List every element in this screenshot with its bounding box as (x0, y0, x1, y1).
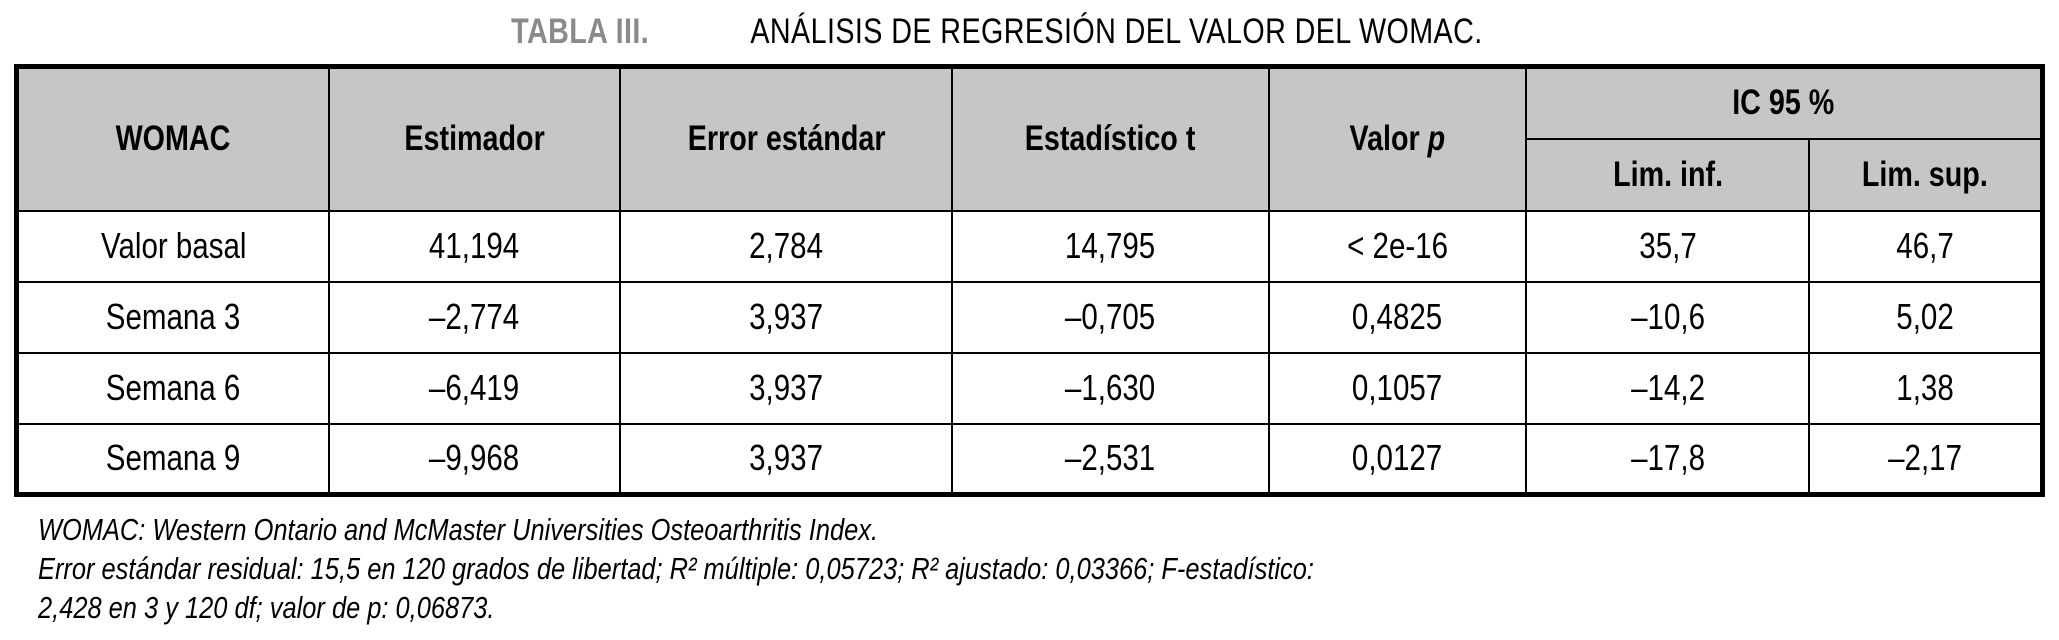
table-cell: 35,7 (1524, 209, 1811, 283)
table-title: TABLA III. ANÁLISIS DE REGRESIÓN DEL VALO… (0, 0, 2059, 64)
table-cell: < 2e-16 (1267, 209, 1527, 283)
table-cell: –14,2 (1524, 351, 1811, 425)
table-cell: –6,419 (327, 351, 622, 425)
table-cell: 1,38 (1808, 351, 2044, 425)
row-label: Valor basal (15, 209, 330, 283)
table-row-semana-3: Semana 3 –2,774 3,937 –0,705 0,4825 –10,… (15, 280, 2044, 354)
header-ic95: IC 95 % (1524, 65, 2044, 140)
table-cell: 0,0127 (1267, 422, 1527, 496)
header-lim-inf: Lim. inf. (1524, 137, 1811, 212)
header-womac: WOMAC (15, 65, 330, 212)
header-lim-sup: Lim. sup. (1808, 137, 2044, 212)
table-title-text: ANÁLISIS DE REGRESIÓN DEL VALOR DEL WOMA… (750, 12, 1483, 51)
table-cell: –0,705 (951, 280, 1270, 354)
header-row-sub: Lim. inf. Lim. sup. (17, 137, 2044, 212)
footnote-womac-definition: WOMAC: Western Ontario and McMaster Univ… (38, 512, 879, 547)
table-cell: –2,774 (327, 280, 622, 354)
regression-table: WOMAC Estimador Error estándar Estadísti… (14, 64, 2045, 497)
header-estadistico-t: Estadístico t (951, 65, 1270, 212)
table-cell: –10,6 (1524, 280, 1811, 354)
header-error-estandar: Error estándar (619, 65, 954, 212)
table-cell: 3,937 (619, 280, 954, 354)
table-header: WOMAC Estimador Error estándar Estadísti… (15, 65, 2044, 212)
footnote-model-stats-line2: 2,428 en 3 y 120 df; valor de p: 0,06873… (38, 590, 495, 625)
table-cell: 0,4825 (1267, 280, 1527, 354)
table-row-valor-basal: Valor basal 41,194 2,784 14,795 < 2e-16 … (15, 209, 2044, 283)
table-cell: –1,630 (951, 351, 1270, 425)
table-cell: –9,968 (327, 422, 622, 496)
table-cell: –2,531 (951, 422, 1270, 496)
table-row-semana-9: Semana 9 –9,968 3,937 –2,531 0,0127 –17,… (15, 422, 2044, 496)
table-cell: 2,784 (619, 209, 954, 283)
table-cell: 3,937 (619, 422, 954, 496)
table-row-semana-6: Semana 6 –6,419 3,937 –1,630 0,1057 –14,… (15, 351, 2044, 425)
table-cell: 5,02 (1808, 280, 2044, 354)
row-label: Semana 9 (15, 422, 330, 496)
table-cell: 0,1057 (1267, 351, 1527, 425)
header-valor-p: Valor p (1267, 65, 1527, 212)
table-number-label: TABLA III. (511, 12, 650, 51)
row-label: Semana 6 (15, 351, 330, 425)
table-body: Valor basal 41,194 2,784 14,795 < 2e-16 … (15, 209, 2044, 496)
footnote-model-stats-line1: Error estándar residual: 15,5 en 120 gra… (38, 551, 1314, 586)
table-cell: –17,8 (1524, 422, 1811, 496)
table-cell: 46,7 (1808, 209, 2044, 283)
row-label: Semana 3 (15, 280, 330, 354)
table-footnotes: WOMAC: Western Ontario and McMaster Univ… (38, 510, 2059, 627)
table-cell: –2,17 (1808, 422, 2044, 496)
header-estimador: Estimador (327, 65, 622, 212)
table-cell: 41,194 (327, 209, 622, 283)
header-row-main: WOMAC Estimador Error estándar Estadísti… (15, 65, 2044, 212)
table-cell: 14,795 (951, 209, 1270, 283)
table-cell: 3,937 (619, 351, 954, 425)
